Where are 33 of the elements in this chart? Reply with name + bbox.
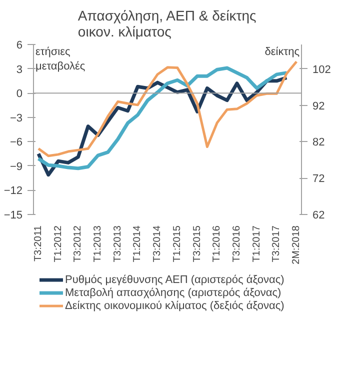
y2-tick-label: 72 (312, 173, 325, 186)
legend-label: Δείκτης οικονομικού κλίματος (δεξιός άξονας) (65, 299, 284, 312)
annotation: ετήσιες μεταβολές (35, 46, 86, 73)
x-tick-label: Τ1:2015 (172, 225, 183, 262)
x-tick-label: Τ3:2014 (152, 225, 164, 262)
y-tick-label: −6 (10, 136, 23, 149)
x-tick-label: Τ1:2012 (52, 225, 64, 262)
x-tick-label: Τ3:2012 (72, 225, 84, 262)
y2-tick-label: 62 (312, 210, 325, 222)
x-tick-label: Τ1:2014 (132, 225, 144, 262)
annotation: δείκτης (264, 46, 300, 58)
x-tick-label: Τ3:2017 (271, 225, 282, 262)
y2-tick-label: 82 (312, 136, 325, 149)
y-tick-label: 0 (16, 88, 23, 100)
y-tick-label: 6 (16, 40, 23, 52)
chart-title: Απασχόληση, ΑΕΠ & δείκτης οικον. κλίματος (78, 8, 257, 40)
y-tick-label: −3 (10, 112, 23, 124)
x-tick-label: Τ3:2015 (192, 225, 203, 262)
x-tick-label: 2Μ:2018 (291, 225, 302, 264)
x-tick-label: Τ3:2011 (32, 225, 44, 262)
x-tick-label: Τ1:2013 (92, 225, 104, 262)
x-tick-label: Τ3:2013 (112, 225, 124, 262)
legend-label: Μεταβολή απασχόλησης (αριστερός άξονας) (65, 286, 282, 299)
y2-tick-label: 92 (312, 100, 325, 112)
legend-label: Ρυθμός μεγέθυνσης ΑΕΠ (αριστερός άξονας) (65, 273, 284, 286)
y-tick-label: 3 (16, 64, 23, 76)
x-tick-label: Τ3:2016 (231, 225, 242, 262)
y2-tick-label: 102 (312, 64, 331, 76)
y-tick-label: −15 (4, 210, 23, 222)
x-tick-label: Τ1:2017 (251, 225, 262, 262)
y-tick-label: −9 (10, 160, 23, 173)
y-tick-label: −12 (4, 185, 23, 198)
x-tick-label: Τ1:2016 (212, 225, 223, 262)
